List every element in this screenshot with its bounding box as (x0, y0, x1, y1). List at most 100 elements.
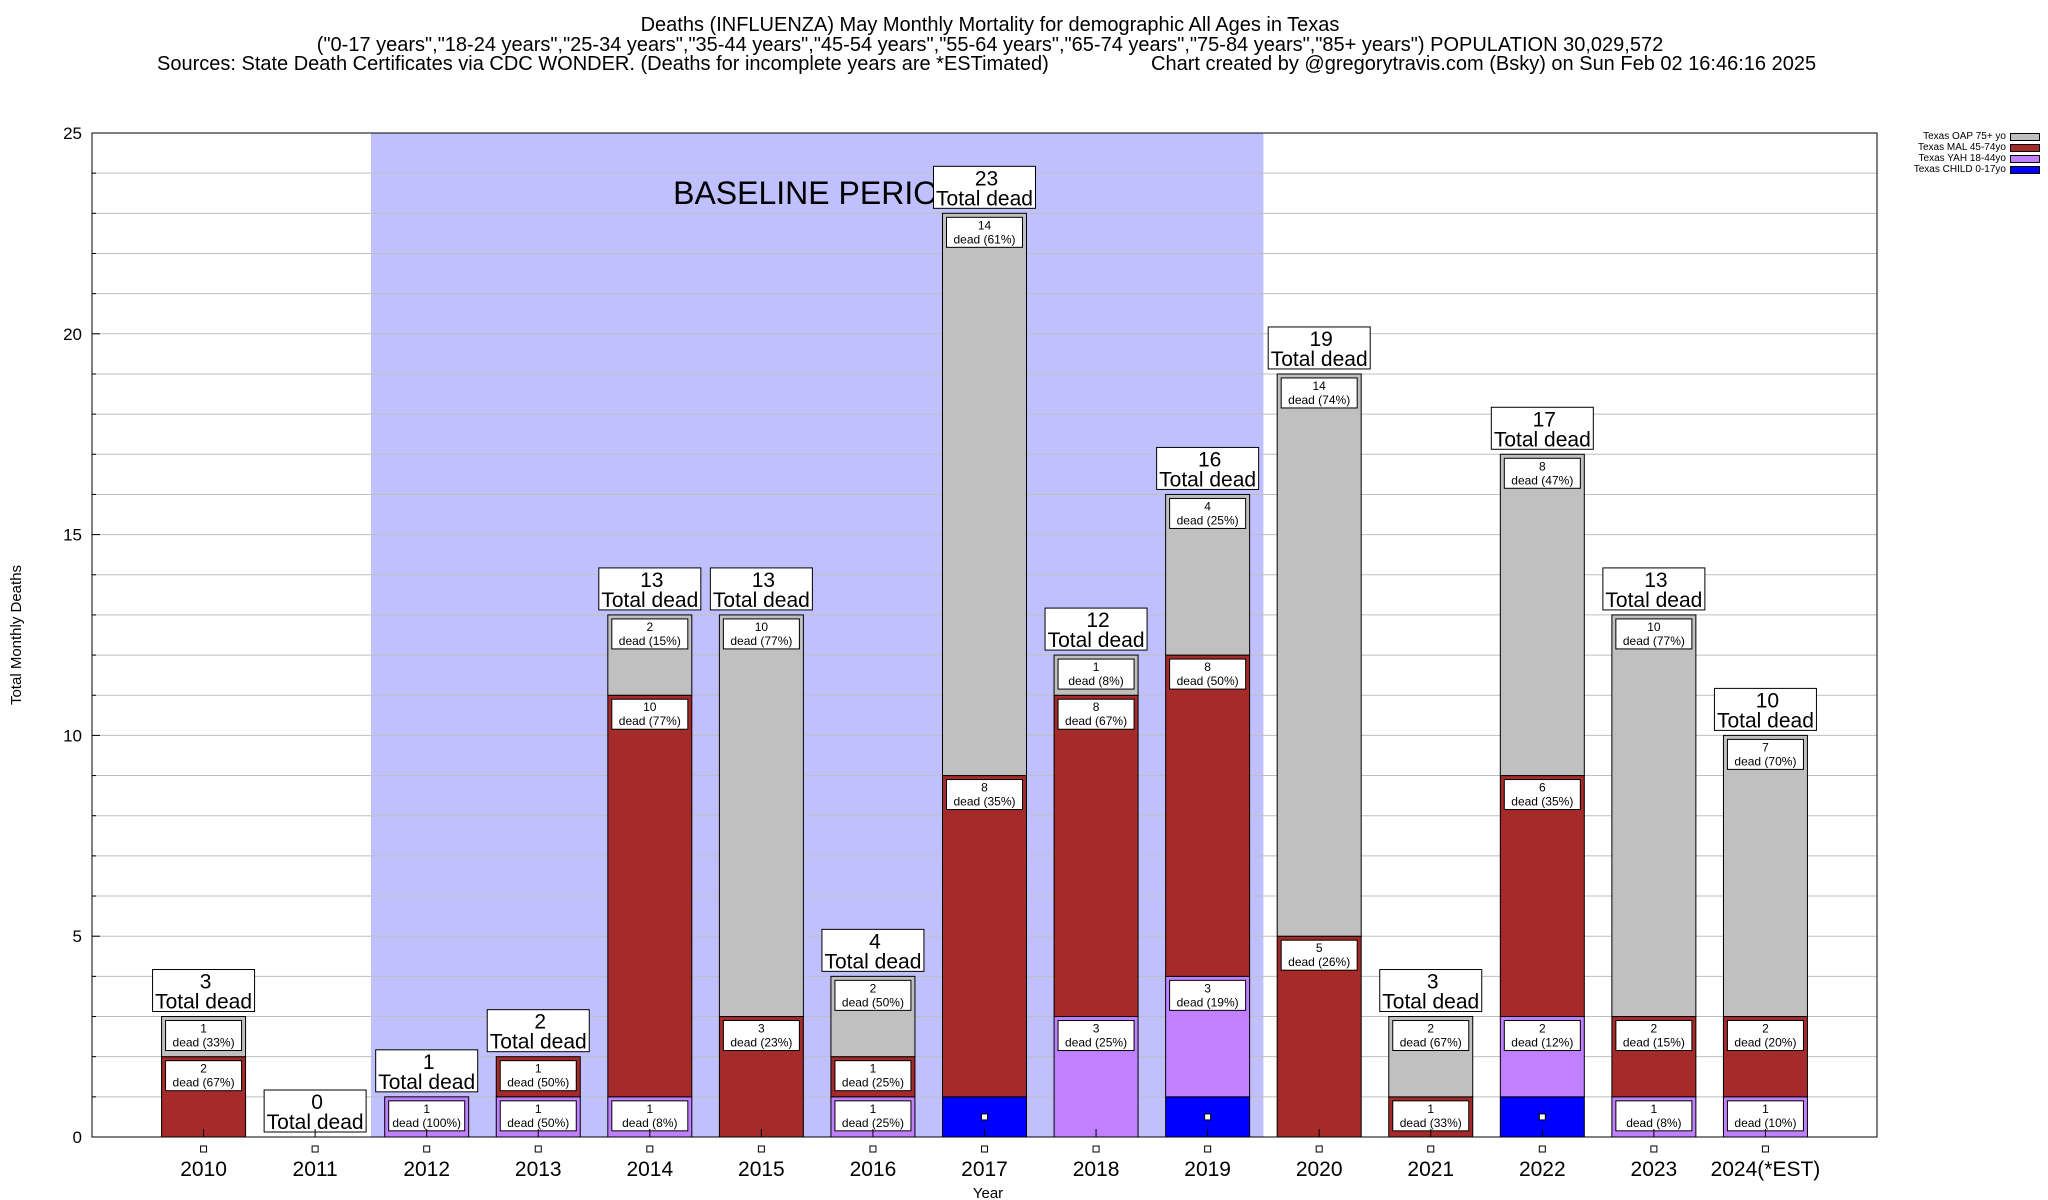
total-text-label: Total dead (378, 1071, 475, 1094)
total-value-label: 3 (1427, 971, 1439, 994)
segment-percent-label: dead (67%) (1400, 1036, 1462, 1050)
segment-percent-label: dead (26%) (1288, 955, 1350, 969)
segment-value-label: 4 (1204, 499, 1211, 513)
total-value-label: 19 (1310, 328, 1333, 351)
legend-item: Texas MAL 45-74yo (1900, 142, 2048, 153)
x-tick-label: 2014 (626, 1158, 673, 1181)
bar-segment (942, 775, 1027, 1098)
segment-value-label: 6 (1539, 781, 1546, 795)
segment-percent-label: dead (77%) (619, 714, 681, 728)
total-text-label: Total dead (267, 1111, 364, 1134)
segment-label-box (1503, 457, 1581, 489)
total-value-label: 23 (975, 167, 998, 190)
category-marker (1204, 1145, 1212, 1153)
total-text-label: Total dead (936, 187, 1033, 210)
legend-label: Texas OAP 75+ yo (1923, 131, 2006, 142)
category-marker (534, 1145, 542, 1153)
segment-label-box (165, 1020, 243, 1052)
total-text-label: Total dead (1271, 348, 1368, 371)
segment-label-box (1503, 779, 1581, 811)
legend-label: Texas YAH 18-44yo (1918, 153, 2006, 164)
segment-value-label: 2 (646, 620, 653, 634)
segment-value-label: 8 (1093, 700, 1100, 714)
segment-label-box (1057, 658, 1135, 690)
segment-percent-label: dead (15%) (619, 634, 681, 648)
total-value-label: 3 (200, 971, 212, 994)
legend-swatch (2010, 133, 2040, 141)
segment-label-box (1280, 377, 1358, 409)
x-tick-label: 2010 (180, 1158, 227, 1181)
total-text-label: Total dead (1494, 428, 1591, 451)
y-tick-label: 25 (63, 124, 82, 143)
total-value-label: 13 (1644, 569, 1667, 592)
chart-title-line-1: Deaths (INFLUENZA) May Monthly Mortality… (640, 14, 1340, 36)
total-text-label: Total dead (1048, 629, 1145, 652)
segment-label-box (499, 1060, 577, 1092)
segment-value-label: 1 (1427, 1102, 1434, 1116)
category-marker (1538, 1145, 1546, 1153)
segment-label-box (1503, 1020, 1581, 1052)
total-value-label: 2 (534, 1011, 546, 1034)
x-tick-label: 2013 (515, 1158, 562, 1181)
x-tick-label: 2020 (1296, 1158, 1343, 1181)
segment-percent-label: dead (10%) (1734, 1116, 1796, 1130)
segment-value-label: 1 (1651, 1102, 1658, 1116)
segment-label-box (1169, 979, 1247, 1011)
total-text-label: Total dead (1382, 991, 1479, 1014)
y-tick-label: 10 (63, 726, 82, 745)
total-text-label: Total dead (1159, 468, 1256, 491)
total-text-label: Total dead (713, 589, 810, 612)
bar-segment (1499, 775, 1585, 1018)
baseline-period-label: BASELINE PERIOD (673, 175, 961, 211)
legend-item: Texas CHILD 0-17yo (1900, 164, 2048, 175)
total-text-label: Total dead (1717, 709, 1814, 732)
total-label-box (709, 567, 813, 611)
segment-percent-label: dead (50%) (507, 1076, 569, 1090)
segment-label-box (834, 979, 912, 1011)
x-tick-label: 2018 (1073, 1158, 1120, 1181)
segment-marker (981, 1113, 988, 1121)
segment-percent-label: dead (25%) (842, 1076, 904, 1090)
x-tick-label: 2012 (403, 1158, 450, 1181)
segment-label-box (834, 1060, 912, 1092)
total-label-box (933, 165, 1036, 209)
x-tick-label: 2021 (1407, 1158, 1454, 1181)
total-value-label: 13 (640, 569, 663, 592)
segment-percent-label: dead (61%) (953, 232, 1015, 246)
segment-percent-label: dead (47%) (1511, 473, 1573, 487)
segment-percent-label: dead (50%) (842, 995, 904, 1009)
x-tick-label: 2019 (1184, 1158, 1231, 1181)
segment-label-box (946, 216, 1023, 248)
total-text-label: Total dead (155, 991, 252, 1014)
category-marker (981, 1145, 988, 1153)
category-marker (423, 1145, 431, 1153)
segment-label-box (499, 1100, 577, 1132)
chart-sources: Sources: State Death Certificates via CD… (157, 53, 1049, 75)
category-marker (1427, 1145, 1435, 1153)
segment-percent-label: dead (8%) (1068, 674, 1123, 688)
category-marker (311, 1145, 319, 1153)
category-marker (757, 1145, 765, 1153)
chart-credit: Chart created by @gregorytravis.com (Bsk… (1151, 53, 1817, 75)
segment-value-label: 10 (755, 620, 769, 634)
y-axis-title: Total Monthly Deaths (8, 565, 25, 705)
total-label-box (1490, 406, 1594, 450)
category-marker (1092, 1145, 1100, 1153)
x-tick-label: 2015 (738, 1158, 785, 1181)
total-value-label: 10 (1756, 689, 1779, 712)
segment-percent-label: dead (25%) (1177, 513, 1239, 527)
segment-value-label: 3 (758, 1022, 765, 1036)
total-text-label: Total dead (824, 950, 921, 973)
chart-legend: Texas OAP 75+ yo Texas MAL 45-74yo Texas Y… (1900, 131, 2048, 175)
segment-percent-label: dead (23%) (730, 1036, 792, 1050)
x-tick-label: 2011 (293, 1158, 338, 1181)
x-tick-label: 2023 (1631, 1158, 1678, 1181)
bar-segment (1165, 654, 1251, 977)
segment-label-box (1280, 939, 1358, 971)
total-value-label: 12 (1086, 609, 1109, 632)
segment-percent-label: dead (74%) (1288, 393, 1350, 407)
segment-value-label: 14 (1313, 379, 1327, 393)
segment-value-label: 1 (535, 1102, 542, 1116)
segment-value-label: 1 (870, 1102, 877, 1116)
